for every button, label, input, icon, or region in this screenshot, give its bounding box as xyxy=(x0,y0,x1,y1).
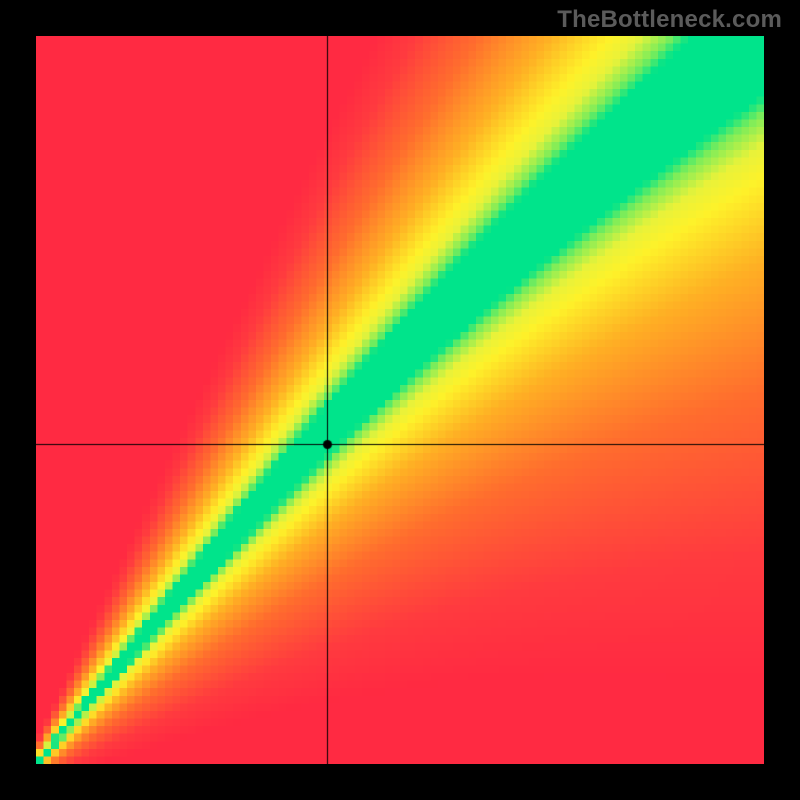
chart-frame: TheBottleneck.com xyxy=(0,0,800,800)
heatmap-canvas xyxy=(36,36,764,764)
watermark-text: TheBottleneck.com xyxy=(557,6,782,34)
